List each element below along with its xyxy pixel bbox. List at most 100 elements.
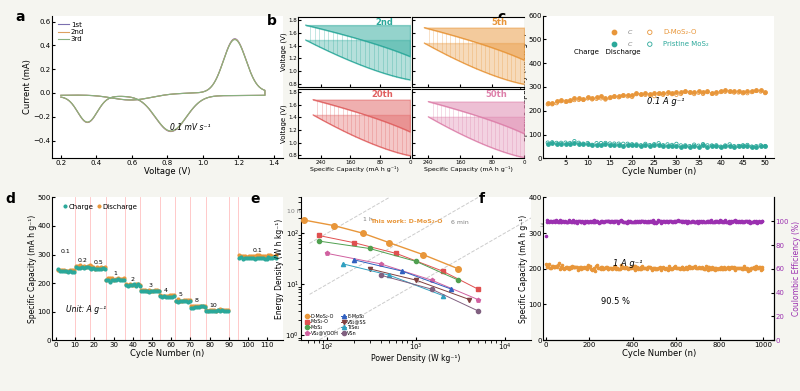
Point — [626, 264, 638, 270]
Point — [558, 219, 570, 225]
Point — [714, 143, 727, 150]
Point — [637, 218, 650, 224]
Point — [149, 288, 162, 294]
Text: 50th: 50th — [486, 90, 507, 99]
Point — [713, 265, 726, 271]
Point — [82, 264, 94, 271]
Y-axis label: Coulombic Efficiency (%): Coulombic Efficiency (%) — [792, 221, 800, 316]
Point — [636, 218, 649, 224]
Point — [168, 292, 181, 299]
Point — [599, 140, 612, 146]
Point — [720, 265, 733, 271]
Point — [610, 218, 622, 224]
Point — [546, 101, 558, 108]
Point — [149, 287, 162, 293]
Point — [158, 293, 170, 300]
Point — [562, 219, 574, 225]
Point — [615, 217, 628, 223]
Point — [670, 218, 682, 224]
Point — [634, 142, 647, 149]
Text: 1 A g⁻¹: 1 A g⁻¹ — [613, 259, 642, 268]
Point — [704, 266, 717, 272]
Point — [222, 307, 234, 314]
Point — [154, 292, 166, 298]
Point — [551, 262, 564, 268]
Point — [175, 298, 188, 305]
Point — [568, 264, 581, 271]
Point — [660, 265, 673, 272]
Point — [123, 281, 136, 287]
Point — [549, 219, 562, 225]
Point — [749, 218, 762, 224]
Point — [597, 265, 610, 272]
Point — [185, 303, 198, 309]
Point — [750, 144, 762, 150]
Point — [707, 265, 720, 271]
Point — [248, 253, 261, 259]
Point — [174, 298, 186, 304]
Point — [108, 277, 121, 283]
Text: 3: 3 — [148, 283, 152, 287]
Point — [594, 140, 607, 146]
Point — [116, 275, 129, 282]
Point — [52, 267, 65, 273]
Point — [210, 308, 222, 314]
Point — [634, 143, 647, 149]
Point — [739, 218, 752, 224]
Point — [554, 141, 567, 147]
Point — [94, 266, 107, 272]
Point — [154, 293, 166, 299]
Point — [598, 265, 611, 271]
Point — [178, 298, 190, 304]
Point — [250, 255, 263, 261]
Point — [682, 264, 695, 270]
Point — [116, 277, 129, 283]
Point — [71, 263, 84, 269]
Point — [268, 254, 281, 260]
Point — [755, 218, 768, 224]
3rd — [98, 94, 107, 99]
Point — [150, 288, 163, 294]
Point — [145, 288, 158, 294]
Point — [575, 219, 588, 225]
Point — [758, 88, 771, 95]
1st — [56, 93, 66, 98]
Point — [608, 29, 621, 36]
Point — [104, 278, 117, 285]
Point — [614, 262, 627, 269]
Point — [208, 307, 221, 313]
Point — [97, 265, 110, 271]
Point — [723, 88, 736, 94]
Point — [735, 265, 748, 272]
Point — [743, 265, 756, 272]
Point — [661, 89, 674, 95]
Point — [682, 265, 694, 271]
Point — [634, 219, 646, 225]
Point — [130, 283, 142, 289]
Point — [685, 219, 698, 225]
Point — [550, 217, 562, 224]
Point — [204, 307, 217, 313]
Point — [543, 261, 556, 267]
Point — [85, 265, 98, 272]
Point — [212, 307, 225, 313]
Point — [647, 265, 660, 271]
Point — [241, 255, 254, 261]
Point — [712, 219, 725, 225]
Point — [692, 265, 705, 271]
Point — [573, 97, 586, 103]
Point — [675, 219, 688, 225]
Point — [643, 91, 656, 97]
Point — [189, 304, 202, 310]
Point — [608, 264, 621, 270]
Point — [754, 219, 766, 225]
Point — [617, 92, 630, 99]
Point — [568, 95, 581, 101]
Point — [658, 266, 671, 272]
Point — [673, 218, 686, 224]
Point — [590, 142, 603, 148]
Point — [599, 264, 612, 271]
Point — [82, 263, 94, 269]
Point — [629, 218, 642, 224]
Point — [719, 219, 732, 225]
